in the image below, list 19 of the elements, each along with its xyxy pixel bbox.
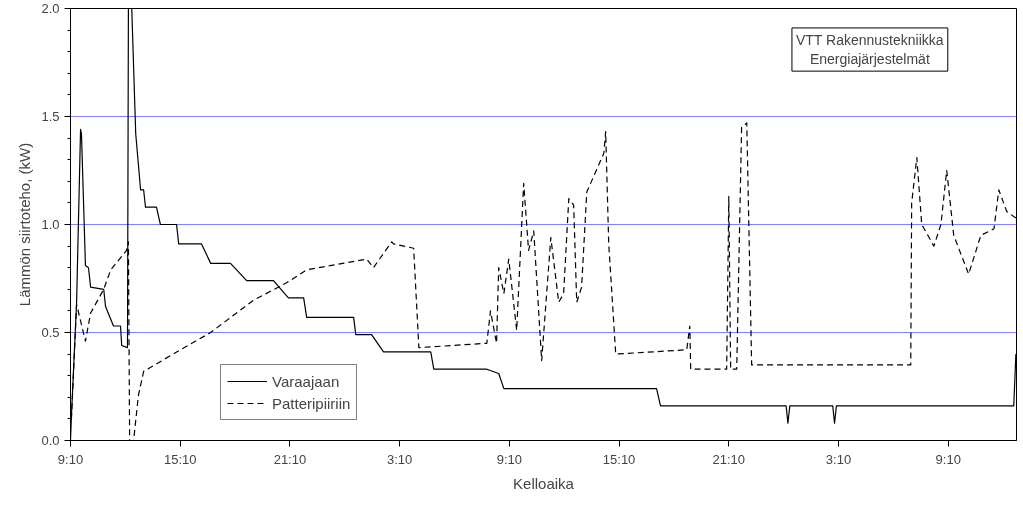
x-tick-label: 21:10 <box>712 451 746 467</box>
legend-label: Varaajaan <box>272 372 340 390</box>
annotation: VTT Rakennustekniikka Energiajärjestelmät <box>795 31 944 68</box>
x-tick-label: 21:10 <box>273 451 307 467</box>
x-tick-label: 15:10 <box>163 451 197 467</box>
x-tick-label: 9:10 <box>496 451 523 467</box>
y-axis-title: Lämmön siirtoteho, (kW) <box>16 142 34 307</box>
legend-label: Patteripiiriin <box>272 394 351 412</box>
y-tick-label: 2.0 <box>41 1 60 16</box>
y-tick-label: 1.0 <box>41 217 60 232</box>
x-tick-label: 9:10 <box>57 451 84 467</box>
x-tick-label: 3:10 <box>387 451 413 467</box>
x-tick-label: 3:10 <box>825 451 852 467</box>
x-tick-label: 15:10 <box>602 451 636 467</box>
y-tick-label: 0.5 <box>41 325 60 340</box>
y-tick-label: 0.0 <box>41 433 60 448</box>
y-tick-label: 1.5 <box>41 109 60 124</box>
x-axis-title: Kelloaika <box>513 474 575 492</box>
x-tick-label: 9:10 <box>935 451 961 467</box>
